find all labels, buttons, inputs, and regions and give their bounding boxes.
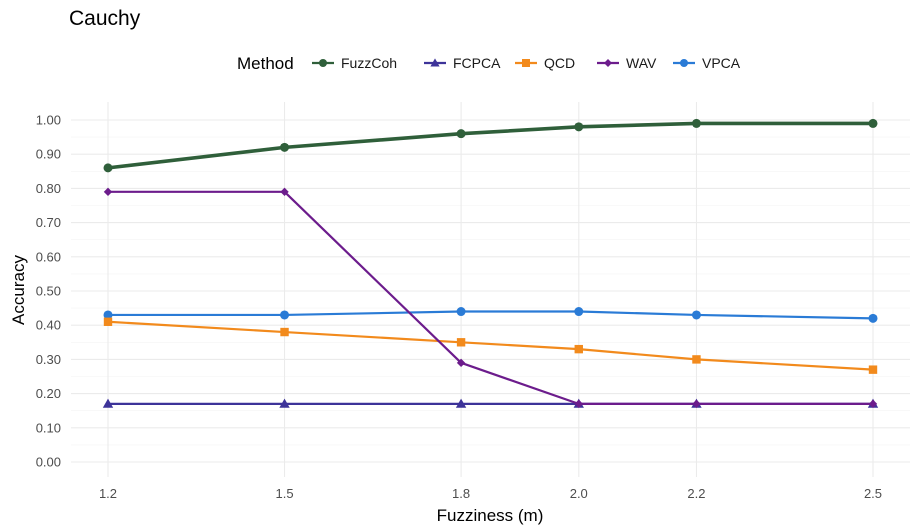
legend-label-qcd: QCD [544,55,575,71]
data-point-qcd [574,344,583,354]
legend-item-fcpca: FCPCA [424,55,501,71]
legend-item-fuzzcoh: FuzzCoh [312,55,397,71]
data-point-fuzzcoh [103,163,113,173]
legend-item-qcd: QCD [515,55,575,71]
y-tick-label: 1.00 [36,113,61,128]
data-point-wav [280,187,289,197]
data-point-qcd [280,327,289,337]
data-point-wav [456,358,466,368]
series-wav [103,187,878,409]
legend-key-marker [680,59,688,67]
legend-label-fuzzcoh: FuzzCoh [341,55,397,71]
chart-title: Cauchy [69,7,141,30]
x-tick-label: 1.5 [275,486,293,501]
y-tick-label: 0.40 [36,318,61,333]
data-point-vpca [574,307,584,317]
y-tick-label: 0.30 [36,352,61,367]
data-point-wav [574,399,583,409]
y-tick-label: 0.60 [36,249,61,264]
y-tick-label: 0.80 [36,181,61,196]
x-tick-label: 1.8 [452,486,470,501]
series-layer [102,118,879,409]
y-tick-label: 0.70 [36,215,61,230]
data-point-vpca [691,310,701,320]
x-tick-label: 2.5 [864,486,882,501]
series-line-wav [108,190,873,405]
legend-item-vpca: VPCA [673,55,741,71]
y-tick-label: 0.20 [36,386,61,401]
grid [71,102,910,477]
data-point-fuzzcoh [868,118,878,128]
data-point-wav [103,187,113,197]
data-point-qcd [456,338,466,347]
legend-label-fcpca: FCPCA [453,55,501,71]
x-tick-label: 2.2 [687,486,705,501]
data-point-fuzzcoh [456,129,466,139]
data-point-vpca [456,307,466,317]
y-tick-label: 0.50 [36,284,61,299]
data-point-qcd [103,317,113,326]
legend-key-marker [604,59,612,67]
data-point-fcpca [279,398,290,408]
legend-item-wav: WAV [597,55,657,71]
data-point-fuzzcoh [691,118,701,128]
y-axis-title: Accuracy [9,255,28,325]
data-point-fcpca [455,398,467,408]
y-tick-label: 0.10 [36,420,61,435]
legend-key-marker [522,59,530,67]
x-axis-title: Fuzziness (m) [437,506,544,525]
y-tick-label: 0.00 [36,455,61,470]
series-line-vpca [108,310,874,320]
data-point-fuzzcoh [280,142,290,152]
legend-label-wav: WAV [626,55,657,71]
y-tick-label: 0.90 [36,147,61,162]
series-fuzzcoh [103,118,878,173]
x-axis-ticks: 1.2 1.5 1.8 2.0 2.2 2.5 [99,486,882,501]
data-point-wav [868,399,878,409]
data-point-wav [692,399,701,409]
data-point-vpca [868,313,878,323]
data-point-qcd [692,355,701,364]
legend-title: Method [237,54,294,73]
data-point-fcpca [102,398,114,408]
series-vpca [103,307,878,323]
x-tick-label: 2.0 [570,486,588,501]
data-point-qcd [868,365,878,374]
y-axis-ticks: 0.00 0.10 0.20 0.30 0.40 0.50 0.60 0.70 0.80 0.90… [36,113,61,470]
legend: Method FuzzCoh FCPCA QCD WAV VPCA [237,54,741,73]
data-point-fuzzcoh [574,122,584,132]
legend-key-marker [319,59,327,67]
x-tick-label: 1.2 [99,486,117,501]
data-point-vpca [103,310,113,320]
series-line-fuzzcoh [107,121,873,170]
legend-key-marker [430,58,440,67]
series-qcd [103,317,878,374]
legend-label-vpca: VPCA [702,55,741,71]
data-point-vpca [280,310,290,320]
series-line-qcd [107,320,874,371]
